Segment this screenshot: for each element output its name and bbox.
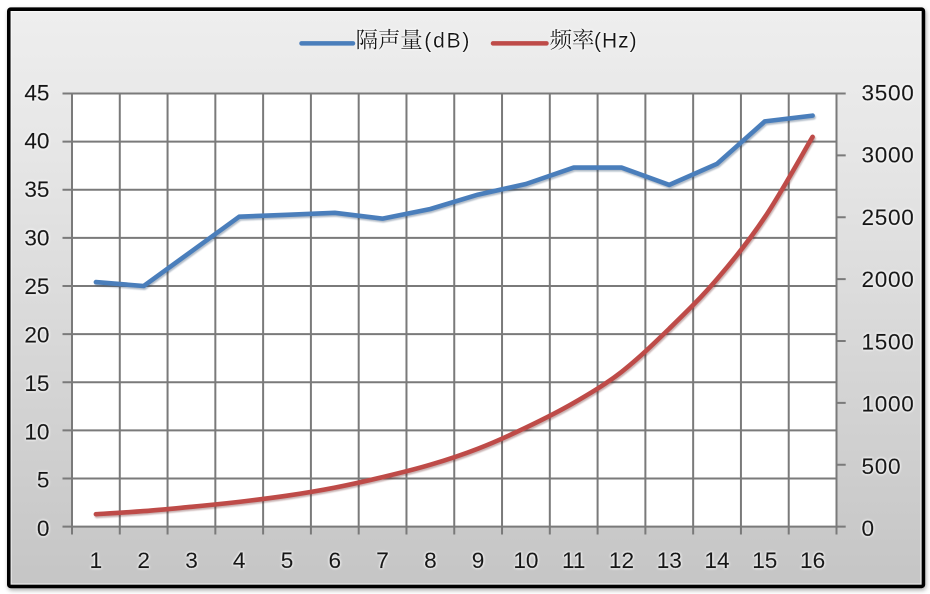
svg-text:10: 10 [513, 548, 538, 573]
svg-text:16: 16 [800, 548, 825, 573]
svg-text:0: 0 [862, 516, 875, 541]
svg-text:8: 8 [424, 548, 437, 573]
svg-text:1: 1 [90, 548, 103, 573]
svg-text:15: 15 [24, 371, 49, 396]
svg-text:30: 30 [24, 226, 49, 251]
svg-text:5: 5 [37, 468, 50, 493]
svg-text:1500: 1500 [862, 329, 915, 354]
svg-text:25: 25 [24, 274, 49, 299]
svg-text:45: 45 [24, 80, 49, 105]
svg-text:3500: 3500 [862, 80, 915, 105]
svg-text:10: 10 [24, 419, 49, 444]
svg-text:15: 15 [752, 548, 777, 573]
svg-text:3000: 3000 [862, 143, 915, 168]
svg-text:0: 0 [37, 516, 50, 541]
svg-text:3: 3 [185, 548, 198, 573]
svg-text:500: 500 [862, 454, 902, 479]
svg-text:6: 6 [329, 548, 342, 573]
svg-text:40: 40 [24, 129, 49, 154]
svg-text:13: 13 [657, 548, 682, 573]
svg-text:5: 5 [281, 548, 294, 573]
svg-text:7: 7 [376, 548, 389, 573]
svg-text:2000: 2000 [862, 267, 915, 292]
svg-text:35: 35 [24, 177, 49, 202]
svg-text:4: 4 [233, 548, 246, 573]
svg-text:9: 9 [472, 548, 485, 573]
svg-text:20: 20 [24, 322, 49, 347]
svg-text:14: 14 [704, 548, 729, 573]
svg-text:(Hz): (Hz) [594, 30, 638, 53]
svg-text:1000: 1000 [862, 392, 915, 417]
svg-text:2: 2 [137, 548, 150, 573]
svg-text:(dB): (dB) [424, 30, 471, 53]
svg-text:2500: 2500 [862, 205, 915, 230]
svg-text:11: 11 [562, 548, 585, 573]
svg-text:12: 12 [609, 548, 634, 573]
